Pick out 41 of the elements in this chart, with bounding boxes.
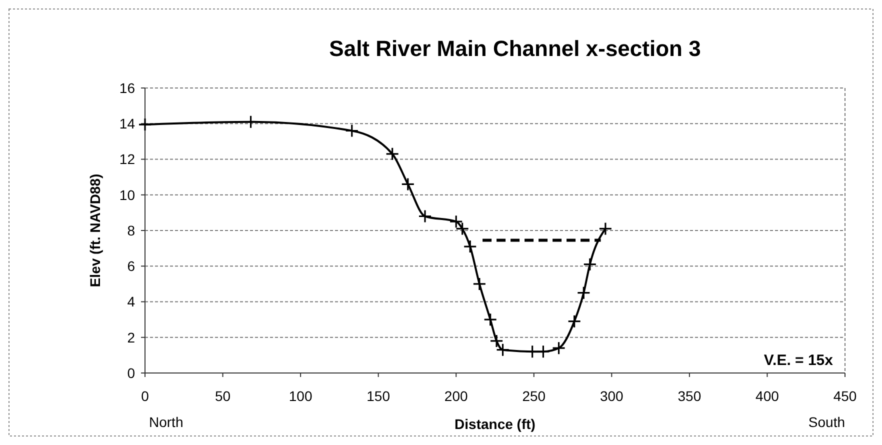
x-tick-label: 0: [141, 388, 150, 404]
point: [244, 115, 258, 129]
point: [401, 177, 415, 191]
point: [598, 222, 612, 236]
y-tick-label: 10: [119, 186, 136, 203]
point: [472, 277, 486, 291]
point: [138, 118, 152, 132]
point: [576, 286, 590, 300]
text: North: [149, 414, 184, 430]
x-tick-label: 250: [522, 388, 546, 404]
y-tick-label: 12: [119, 151, 136, 168]
text: South: [808, 414, 845, 430]
point: [536, 344, 550, 358]
x-tick-label: 100: [288, 388, 312, 404]
point: [568, 314, 582, 328]
point: [583, 258, 597, 272]
y-tick-label: 0: [127, 364, 136, 381]
x-tick-label: 300: [600, 388, 624, 404]
y-tick-label: 2: [127, 329, 136, 346]
x-axis-title: Distance (ft): [454, 416, 536, 432]
y-tick-label: 8: [127, 222, 136, 238]
x-tick-label: 200: [444, 388, 468, 404]
point: [418, 209, 432, 224]
annotation: V.E. = 15x: [764, 352, 834, 369]
point: [526, 344, 540, 358]
y-tick-label: 6: [127, 258, 136, 274]
x-tick-label: 350: [678, 388, 702, 404]
point: [484, 312, 498, 326]
x-tick-label: 150: [366, 388, 390, 404]
chart-title: Salt River Main Channel x-section 3: [329, 36, 701, 61]
point: [386, 147, 400, 161]
point: [345, 124, 359, 138]
y-tick-label: 4: [127, 294, 136, 310]
x-tick-label: 450: [833, 388, 857, 404]
x-tick-label: 50: [214, 388, 231, 404]
x-tick-label: 400: [756, 388, 780, 404]
y-axis-title: Elev (ft. NAVD88): [87, 174, 103, 288]
point: [463, 240, 477, 254]
y-tick-label: 14: [119, 116, 136, 132]
point: [552, 341, 566, 355]
y-tick-label: 16: [119, 80, 136, 96]
